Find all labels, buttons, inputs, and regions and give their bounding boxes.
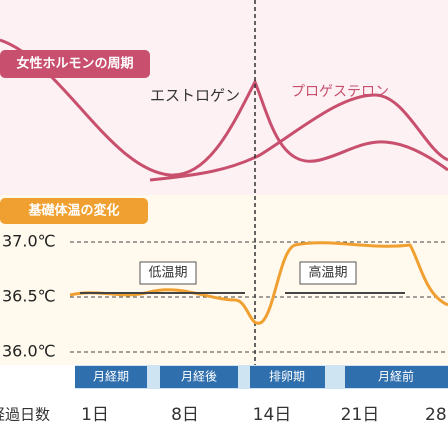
high-box: [299, 261, 357, 285]
level-label: 36.5℃: [2, 287, 56, 306]
phase-label: 月経前: [378, 369, 414, 384]
day-label: 28日: [425, 405, 448, 425]
phase-label: 月経期: [93, 370, 129, 384]
low-box: [139, 261, 197, 285]
temperature-title: 基礎体温の変化: [27, 203, 119, 219]
title-box: [0, 50, 150, 78]
phase-label: 月経後: [181, 370, 217, 384]
phase-box: [75, 366, 147, 388]
phase-label: 排卵期: [269, 370, 305, 384]
phase-box: [345, 366, 448, 388]
title: 女性ホルモンの周期: [16, 56, 133, 72]
low-phase: 低温期: [148, 266, 187, 281]
estrogen-curve: [0, 38, 448, 177]
estrogen-label: エストロゲン: [150, 87, 240, 105]
progesterone-label: プロゲステロン: [291, 84, 389, 100]
day-label: 1日: [81, 405, 109, 425]
high-phase: 高温期: [308, 265, 347, 281]
day-label: 8日: [171, 405, 199, 425]
days-label: 経過日数: [0, 406, 50, 424]
day-label: 14日: [253, 405, 292, 425]
progesterone-curve: [149, 93, 448, 182]
level-label: 36.0℃: [2, 342, 56, 361]
temperature-title-box: [0, 198, 148, 224]
phase-box: [250, 366, 325, 388]
day-label: 21日: [341, 405, 380, 425]
phase-box: [160, 366, 238, 388]
hormone-area: [0, 0, 448, 195]
level-label: 37.0℃: [2, 232, 56, 251]
